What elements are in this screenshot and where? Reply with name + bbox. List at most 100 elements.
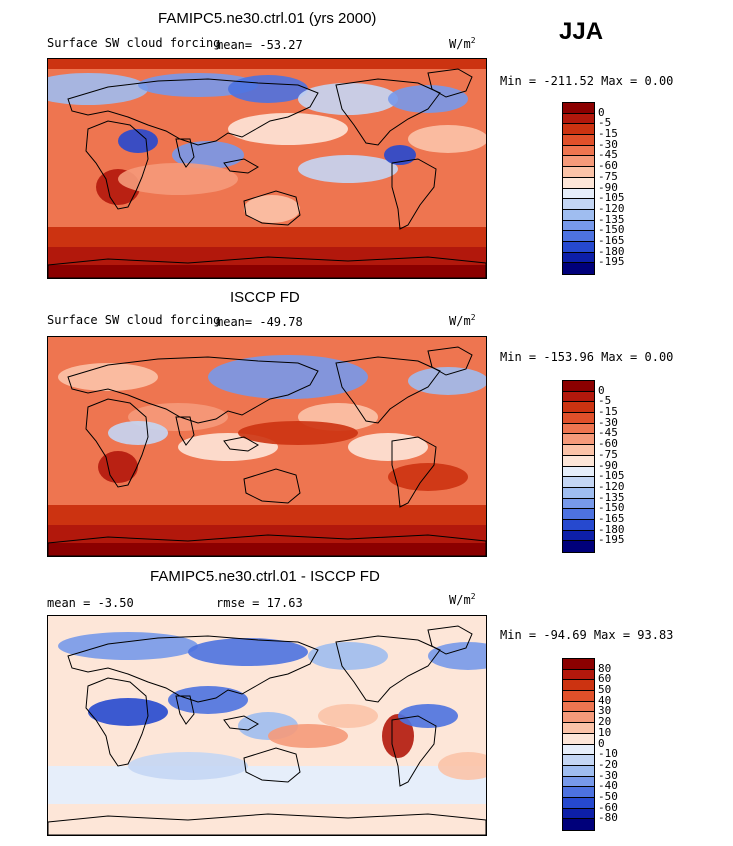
colorbar-tick-label: -165 <box>598 233 625 247</box>
colorbar-swatch <box>563 445 594 456</box>
colorbar-tick-label: 50 <box>598 683 612 697</box>
colorbar-swatch <box>563 776 594 788</box>
colorbar-swatch <box>563 498 594 510</box>
colorbar-tick-label: -105 <box>598 191 625 205</box>
colorbar-swatch <box>563 712 594 724</box>
colorbar-tick-label: -150 <box>598 501 625 515</box>
colorbar-tick-label: -5 <box>598 116 612 130</box>
colorbar-tick-label: 40 <box>598 693 612 707</box>
colorbar-tick-label: -135 <box>598 490 625 504</box>
colorbar-swatch <box>563 135 594 146</box>
colorbar-tick-label: 10 <box>598 725 612 739</box>
colorbar-tick-label: -50 <box>598 789 618 803</box>
colorbar-tick-label: -60 <box>598 437 618 451</box>
panel1-colorbar-labels: 0 -5 -15 -30 -45 -60 -75 -90 -105 -120 -135 -150 -16… <box>598 102 658 273</box>
colorbar-swatch <box>563 402 594 414</box>
colorbar-swatch <box>563 819 594 830</box>
colorbar-tick-label: -10 <box>598 747 618 761</box>
colorbar-swatch <box>563 113 594 125</box>
panel2-title: ISCCP FD <box>230 289 300 306</box>
panel1-minmax: Min = -211.52 Max = 0.00 <box>500 74 674 88</box>
colorbar-swatch <box>563 787 594 798</box>
colorbar-swatch <box>563 477 594 488</box>
colorbar-swatch <box>563 413 594 424</box>
colorbar-tick-label: -80 <box>598 811 618 825</box>
colorbar-tick-label: 0 <box>598 105 605 119</box>
colorbar-tick-label: -5 <box>598 394 612 408</box>
panel1-title: FAMIPC5.ne30.ctrl.01 (yrs 2000) <box>158 10 377 27</box>
colorbar-tick-label: -45 <box>598 426 618 440</box>
colorbar-swatch <box>563 167 594 178</box>
colorbar-swatch <box>563 145 594 157</box>
colorbar-tick-label: -120 <box>598 201 625 215</box>
colorbar-swatch <box>563 744 594 756</box>
panel2-colorbar <box>562 380 595 553</box>
colorbar-swatch <box>563 263 594 274</box>
colorbar-tick-label: -195 <box>598 533 625 547</box>
panel1-units: W/m2 <box>449 36 476 51</box>
season-label: JJA <box>559 18 604 45</box>
panel1-colorbar <box>562 102 595 275</box>
colorbar-swatch <box>563 423 594 435</box>
colorbar-tick-label: 20 <box>598 715 612 729</box>
colorbar-tick-label: -45 <box>598 148 618 162</box>
colorbar-tick-label: -20 <box>598 757 618 771</box>
colorbar-swatch <box>563 156 594 168</box>
colorbar-swatch <box>563 541 594 552</box>
colorbar-tick-label: -180 <box>598 244 625 258</box>
colorbar-tick-label: 80 <box>598 661 612 675</box>
colorbar-swatch <box>563 659 594 670</box>
panel3-rmse: rmse = 17.63 <box>216 596 303 610</box>
colorbar-swatch <box>563 723 594 734</box>
colorbar-tick-label: -90 <box>598 180 618 194</box>
panel3-map <box>47 615 487 836</box>
colorbar-swatch <box>563 466 594 478</box>
colorbar-swatch <box>563 669 594 681</box>
colorbar-swatch <box>563 530 594 542</box>
panel2-field-label: Surface SW cloud forcing <box>47 313 221 327</box>
colorbar-tick-label: -105 <box>598 469 625 483</box>
colorbar-swatch <box>563 199 594 210</box>
colorbar-tick-label: -75 <box>598 447 618 461</box>
colorbar-swatch <box>563 188 594 200</box>
colorbar-tick-label: 60 <box>598 672 612 686</box>
colorbar-tick-label: 0 <box>598 383 605 397</box>
panel2-minmax: Min = -153.96 Max = 0.00 <box>500 350 674 364</box>
colorbar-swatch <box>563 103 594 114</box>
colorbar-tick-label: -90 <box>598 458 618 472</box>
colorbar-swatch <box>563 487 594 499</box>
colorbar-tick-label: -180 <box>598 522 625 536</box>
colorbar-swatch <box>563 220 594 232</box>
panel1-mean: mean= -53.27 <box>216 38 303 52</box>
colorbar-tick-label: -60 <box>598 159 618 173</box>
colorbar-tick-label: -15 <box>598 405 618 419</box>
colorbar-swatch <box>563 231 594 242</box>
colorbar-swatch <box>563 519 594 531</box>
panel3-title: FAMIPC5.ne30.ctrl.01 - ISCCP FD <box>150 568 380 585</box>
colorbar-tick-label: -40 <box>598 779 618 793</box>
colorbar-swatch <box>563 680 594 692</box>
panel3-colorbar <box>562 658 595 831</box>
colorbar-swatch <box>563 733 594 745</box>
panel1-field-label: Surface SW cloud forcing <box>47 36 221 50</box>
colorbar-swatch <box>563 691 594 702</box>
colorbar-tick-label: -30 <box>598 137 618 151</box>
panel2-map <box>47 336 487 557</box>
panel1-map <box>47 58 487 279</box>
colorbar-swatch <box>563 701 594 713</box>
panel3-minmax: Min = -94.69 Max = 93.83 <box>500 628 674 642</box>
colorbar-tick-label: -30 <box>598 768 618 782</box>
colorbar-tick-label: -150 <box>598 223 625 237</box>
colorbar-tick-label: -165 <box>598 511 625 525</box>
colorbar-swatch <box>563 391 594 403</box>
panel2-colorbar-labels: 0 -5 -15 -30 -45 -60 -75 -90 -105 -120 -135 -150 -16… <box>598 380 658 551</box>
colorbar-swatch <box>563 797 594 809</box>
colorbar-swatch <box>563 241 594 253</box>
colorbar-swatch <box>563 755 594 766</box>
colorbar-tick-label: -30 <box>598 415 618 429</box>
panel2-units: W/m2 <box>449 313 476 328</box>
colorbar-tick-label: -15 <box>598 127 618 141</box>
colorbar-swatch <box>563 509 594 520</box>
colorbar-swatch <box>563 434 594 446</box>
colorbar-swatch <box>563 252 594 264</box>
